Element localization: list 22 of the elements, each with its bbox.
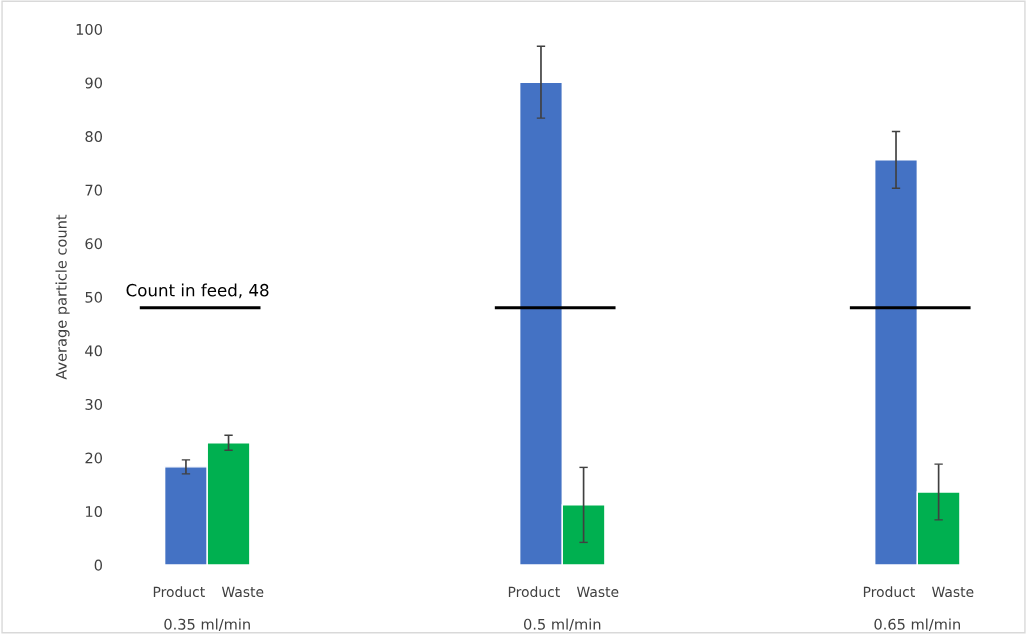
y-tick-label: 20 (85, 452, 103, 464)
x-tick-label: 0.65 ml/min (874, 618, 960, 631)
text: Product (863, 586, 915, 598)
y-tick-label: 40 (85, 345, 103, 357)
y-tick-label: 70 (85, 184, 103, 196)
y-tick-label: 90 (85, 77, 103, 89)
text: Product (508, 586, 560, 598)
y-tick-label: 100 (76, 23, 102, 35)
text: Waste (576, 586, 619, 598)
x-tick-label: 0.5 ml/min (524, 618, 601, 631)
y-tick-label: 60 (85, 238, 103, 250)
x-tick-label: 0.35 ml/min (164, 618, 250, 631)
y-tick-label: 30 (85, 398, 103, 410)
y-tick-label: 80 (85, 131, 103, 143)
text: Waste (931, 586, 974, 598)
y-tick-label: 50 (85, 291, 103, 303)
series-label: Product (153, 586, 205, 598)
y-axis-title: Average particle count (55, 214, 70, 380)
ref-line-label: Count in feed, 48 (126, 283, 269, 299)
y-tick-label: 0 (94, 559, 103, 571)
series-label: Waste (221, 586, 264, 598)
y-tick-label: 10 (86, 506, 103, 518)
